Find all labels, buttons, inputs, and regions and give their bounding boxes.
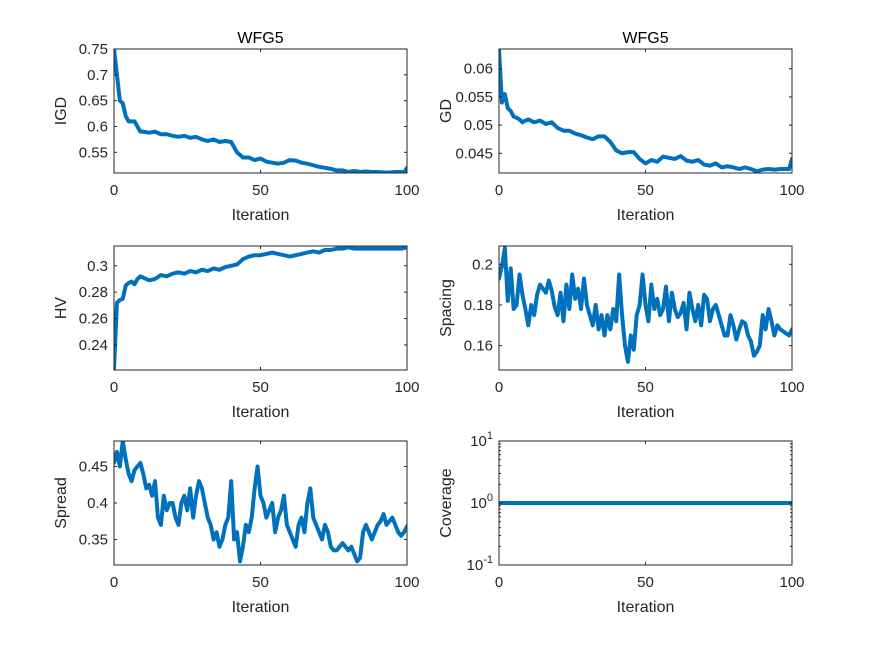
hv-subplot: 0 50 100 0.24 0.26 0.28 0.3 Iteration HV [53,245,420,421]
spacing-y-axis-label: Spacing [438,279,455,337]
gd-y-tick-label: 0.06 [464,61,493,78]
spacing-y-tick-label: 0.18 [464,297,493,314]
gd-axes-box [498,48,793,174]
hv-y-tick-label: 0.26 [79,311,108,328]
gd-y-tick-label: 0.045 [455,145,493,162]
gd-y-tick-label: 0.05 [464,117,493,134]
spread-x-tick-label: 100 [394,574,419,591]
hv-series-line [114,246,407,370]
igd-y-axis-label: IGD [53,97,70,125]
spacing-series-line [499,246,792,364]
spread-y-tick-label: 0.4 [87,495,108,512]
igd-subplot: 0 50 100 0.55 0.6 0.65 0.7 0.75 Iteration IGD WFG5 [53,30,420,224]
spread-series-line [114,441,407,564]
spread-x-tick-label: 0 [110,574,118,591]
spread-x-axis-label: Iteration [232,599,290,616]
coverage-y-tick-label: 101 [470,430,493,450]
igd-y-tick-label: 0.7 [87,67,108,84]
coverage-x-tick-label: 100 [779,574,804,591]
gd-x-tick-label: 0 [495,182,503,199]
spread-x-tick-label: 50 [252,574,269,591]
igd-y-tick-label: 0.55 [79,144,108,161]
hv-x-tick-label: 100 [394,379,419,396]
igd-x-tick-label: 0 [110,182,118,199]
hv-y-tick-label: 0.28 [79,284,108,301]
coverage-y-tick-label: 10-1 [467,554,493,574]
coverage-subplot: 0 50 100 10-1 100 101 Iteration Coverage [438,430,805,616]
gd-x-tick-label: 50 [637,182,654,199]
igd-y-tick-label: 0.6 [87,119,108,136]
igd-title: WFG5 [237,30,283,47]
gd-subplot: 0 50 100 0.045 0.05 0.055 0.06 Iteration GD WFG5 [438,30,805,224]
hv-x-tick-label: 0 [110,379,118,396]
gd-series-line [499,49,792,173]
igd-x-axis-label: Iteration [232,207,290,224]
spread-y-tick-label: 0.45 [79,459,108,476]
gd-title: WFG5 [622,30,668,47]
igd-series-line [114,49,407,173]
gd-x-tick-label: 100 [779,182,804,199]
gd-x-axis-label: Iteration [617,207,675,224]
igd-axes-box [113,48,408,174]
spacing-y-tick-label: 0.2 [472,256,493,273]
spread-y-tick-label: 0.35 [79,531,108,548]
spacing-x-tick-label: 100 [779,379,804,396]
hv-x-axis-label: Iteration [232,404,290,421]
coverage-x-tick-label: 0 [495,574,503,591]
hv-y-tick-label: 0.24 [79,337,108,354]
hv-y-axis-label: HV [53,297,70,320]
gd-y-tick-label: 0.055 [455,89,493,106]
spacing-x-tick-label: 0 [495,379,503,396]
coverage-y-axis-label: Coverage [438,468,455,537]
hv-x-tick-label: 50 [252,379,269,396]
igd-y-tick-label: 0.75 [79,41,108,58]
spread-subplot: 0 50 100 0.35 0.4 0.45 Iteration Spread [53,440,420,616]
coverage-x-tick-label: 50 [637,574,654,591]
spacing-subplot: 0 50 100 0.16 0.18 0.2 Iteration Spacing [438,245,805,421]
igd-x-tick-label: 100 [394,182,419,199]
igd-x-tick-label: 50 [252,182,269,199]
hv-y-tick-label: 0.3 [87,258,108,275]
spacing-y-tick-label: 0.16 [464,338,493,355]
spacing-x-tick-label: 50 [637,379,654,396]
coverage-x-axis-label: Iteration [617,599,675,616]
spread-y-axis-label: Spread [53,477,70,529]
spacing-x-axis-label: Iteration [617,404,675,421]
gd-y-axis-label: GD [438,99,455,123]
coverage-y-tick-label: 100 [470,492,493,512]
igd-y-tick-label: 0.65 [79,93,108,110]
hv-axes-box [113,245,408,371]
